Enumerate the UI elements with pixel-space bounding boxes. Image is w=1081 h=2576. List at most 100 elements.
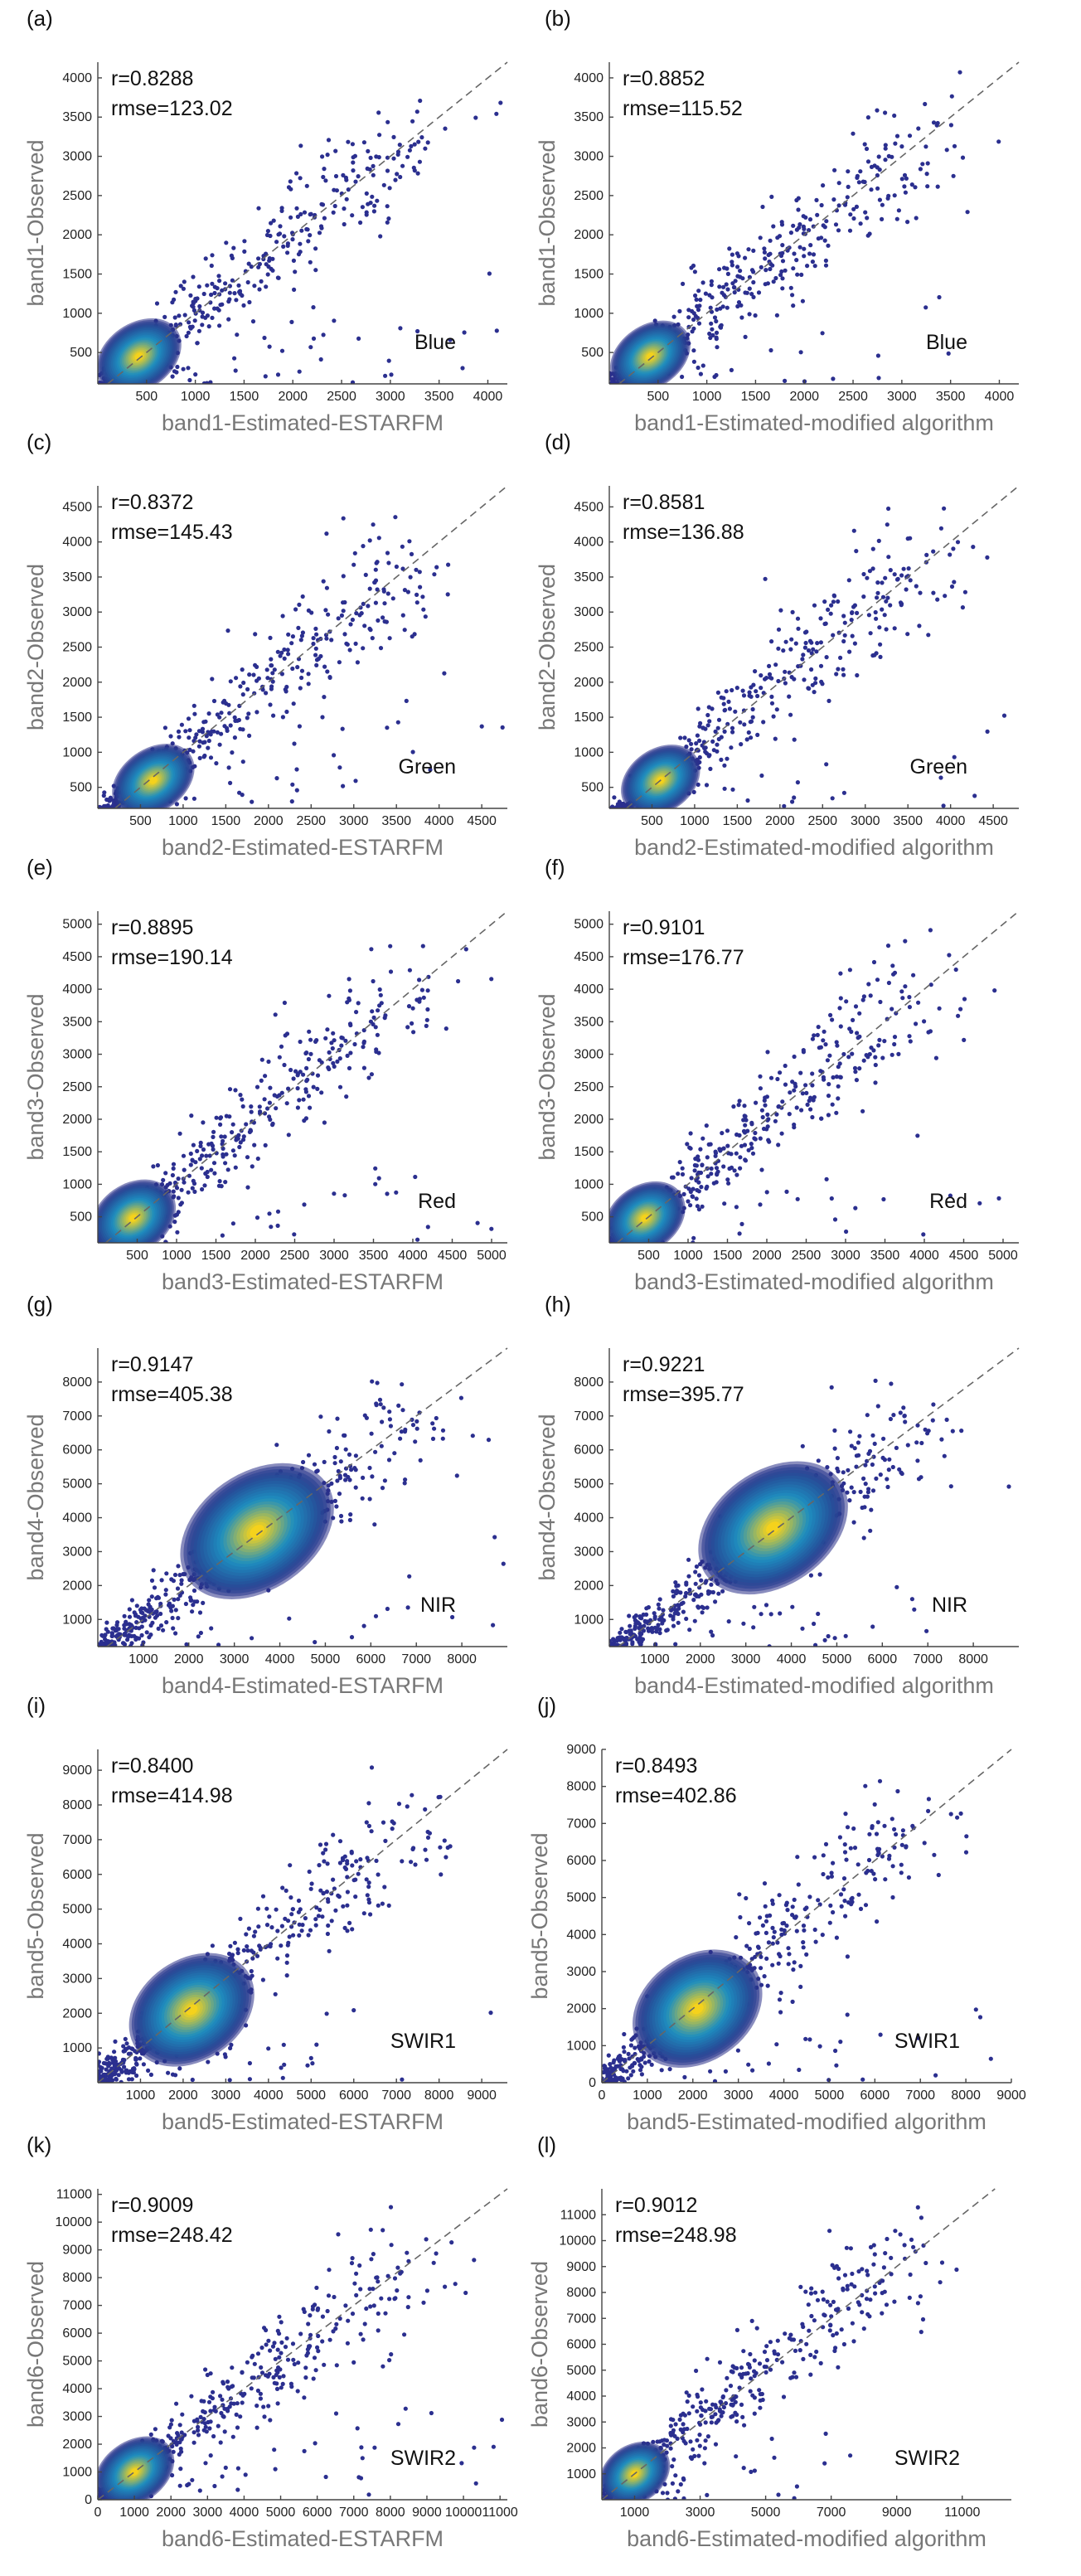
scatter-point xyxy=(842,202,848,207)
scatter-point xyxy=(176,1564,181,1569)
scatter-point xyxy=(392,1451,397,1456)
scatter-point xyxy=(837,1075,843,1079)
scatter-point xyxy=(887,1457,892,1462)
scatter-point xyxy=(342,221,347,227)
scatter-point xyxy=(286,652,291,657)
scatter-point xyxy=(696,1207,702,1212)
scatter-point xyxy=(201,291,206,297)
scatter-point xyxy=(688,1131,693,1136)
scatter-point xyxy=(265,229,270,234)
scatter-point xyxy=(151,1164,156,1169)
scatter-point xyxy=(792,1960,797,1965)
scatter-point xyxy=(701,1605,706,1610)
scatter-point xyxy=(173,323,178,327)
scatter-point xyxy=(952,580,957,585)
x-tick-label: 4000 xyxy=(254,2088,284,2103)
scatter-point xyxy=(345,1890,350,1894)
scatter-point xyxy=(332,1191,337,1196)
scatter-point xyxy=(875,580,880,585)
band-name: SWIR1 xyxy=(390,2030,456,2053)
scatter-point xyxy=(691,348,696,353)
scatter-point xyxy=(894,1831,899,1837)
scatter-point xyxy=(269,221,274,226)
scatter-point xyxy=(256,1924,261,1929)
scatter-point xyxy=(442,671,447,676)
scatter-point xyxy=(802,645,808,650)
scatter-point xyxy=(642,2060,647,2065)
scatter-point xyxy=(296,1898,302,1904)
scatter-point xyxy=(320,1914,325,1919)
scatter-point xyxy=(678,735,683,740)
scatter-point xyxy=(713,1599,718,1604)
scatter-point xyxy=(764,1127,769,1132)
scatter-point xyxy=(875,186,880,191)
scatter-point xyxy=(390,1826,395,1831)
scatter-point xyxy=(269,1942,274,1947)
scatter-point xyxy=(280,715,285,720)
scatter-point xyxy=(789,675,794,680)
scatter-point xyxy=(730,730,735,735)
scatter-point xyxy=(387,186,392,191)
scatter-point xyxy=(886,1467,891,1472)
scatter-point xyxy=(798,350,803,355)
scatter-point xyxy=(899,573,904,578)
y-tick-label: 500 xyxy=(581,1210,604,1225)
scatter-point xyxy=(780,276,785,281)
scatter-point xyxy=(356,1871,361,1876)
scatter-point xyxy=(176,1196,181,1201)
scatter-point xyxy=(837,1006,842,1011)
scatter-point xyxy=(228,679,233,684)
scatter-point xyxy=(937,1006,942,1011)
scatter-point xyxy=(773,662,778,667)
scatter-point xyxy=(719,757,724,763)
scatter-point xyxy=(303,1116,308,1121)
scatter-point xyxy=(104,1620,109,1625)
scatter-point xyxy=(875,595,880,600)
scatter-point xyxy=(899,603,904,608)
scatter-point xyxy=(440,1428,446,1433)
scatter-point xyxy=(800,1091,806,1096)
y-tick-label: 2000 xyxy=(62,676,92,690)
scatter-point xyxy=(739,742,744,747)
scatter-point xyxy=(349,1851,354,1856)
scatter-point xyxy=(386,1903,391,1908)
scatter-point xyxy=(308,1928,313,1933)
scatter-point xyxy=(211,1129,216,1134)
scatter-point xyxy=(147,1635,152,1640)
x-tick-label: 4500 xyxy=(949,1249,979,1263)
scatter-point xyxy=(700,280,705,285)
scatter-point xyxy=(696,1594,701,1598)
scatter-point xyxy=(678,1590,683,1595)
x-tick-label: 500 xyxy=(637,1249,660,1263)
scatter-point xyxy=(890,1864,895,1869)
scatter-point xyxy=(206,324,211,329)
scatter-point xyxy=(736,300,742,305)
y-tick-label: 1000 xyxy=(574,745,604,759)
scatter-point xyxy=(892,626,897,631)
scatter-point xyxy=(267,344,272,349)
x-axis-title: band2-Estimated-modified algorithm xyxy=(634,835,994,860)
scatter-point xyxy=(463,947,468,952)
scatter-point xyxy=(170,1172,175,1178)
one-to-one-line xyxy=(618,61,1020,385)
scatter-point xyxy=(183,1601,188,1607)
scatter-point xyxy=(448,337,453,342)
scatter-point xyxy=(908,1039,913,1044)
scatter-point xyxy=(309,610,314,615)
scatter-point xyxy=(346,139,351,144)
scatter-point xyxy=(274,1106,279,1111)
scatter-point xyxy=(212,290,217,296)
scatter-point xyxy=(671,1594,676,1598)
scatter-point xyxy=(329,1041,334,1045)
scatter-point xyxy=(729,367,734,372)
scatter-point xyxy=(210,281,215,286)
scatter-point xyxy=(439,1872,444,1877)
scatter-point xyxy=(315,1073,321,1078)
scatter-point xyxy=(368,1912,373,1917)
scatter-point xyxy=(523,1577,527,1581)
y-tick-label: 3500 xyxy=(574,570,604,585)
scatter-point xyxy=(366,1880,371,1885)
scatter-point xyxy=(694,1163,700,1168)
scatter-point xyxy=(216,308,221,313)
scatter-point xyxy=(644,1606,649,1611)
